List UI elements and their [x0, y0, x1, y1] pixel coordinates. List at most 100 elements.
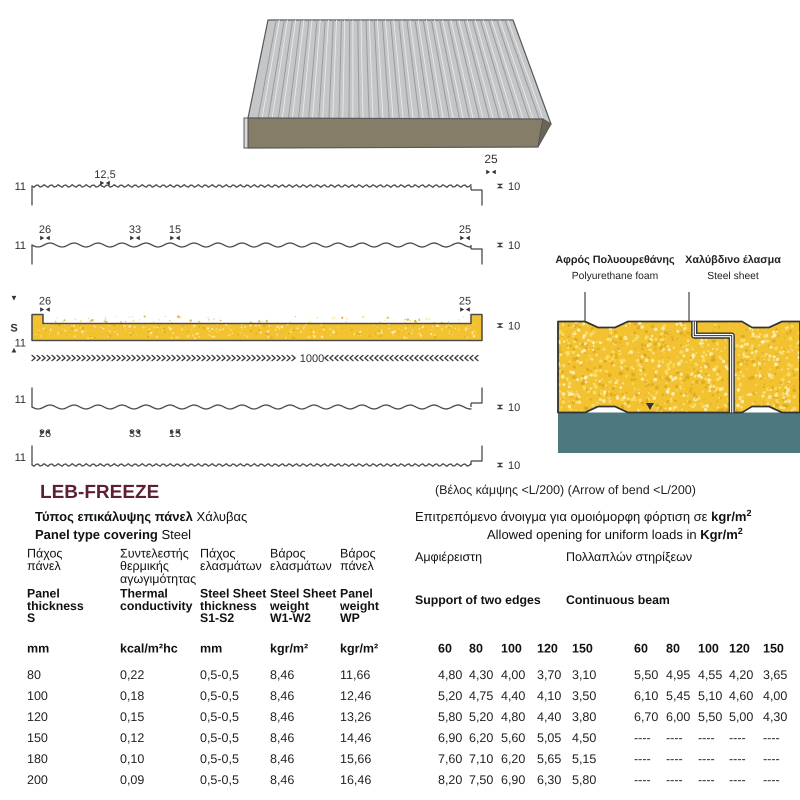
svg-text:----: ---- — [729, 752, 746, 766]
svg-text:thickness: thickness — [27, 599, 84, 613]
svg-text:8,46: 8,46 — [270, 752, 294, 766]
svg-text:7,60: 7,60 — [438, 752, 462, 766]
svg-text:4,30: 4,30 — [763, 710, 787, 724]
svg-text:14,46: 14,46 — [340, 731, 371, 745]
svg-text:100: 100 — [27, 689, 48, 703]
svg-text:13,26: 13,26 — [340, 710, 371, 724]
svg-text:0,12: 0,12 — [120, 731, 144, 745]
svg-text:200: 200 — [27, 773, 48, 787]
svg-text:4,30: 4,30 — [469, 668, 493, 682]
svg-text:6,90: 6,90 — [438, 731, 462, 745]
svg-text:S1-S2: S1-S2 — [200, 611, 234, 625]
svg-text:120: 120 — [729, 642, 750, 656]
svg-text:15,66: 15,66 — [340, 752, 371, 766]
svg-text:4,20: 4,20 — [729, 668, 753, 682]
svg-text:4,95: 4,95 — [666, 668, 690, 682]
svg-text:Αμφιέρειστη: Αμφιέρειστη — [415, 550, 482, 564]
svg-text:6,30: 6,30 — [537, 773, 561, 787]
svg-text:5,00: 5,00 — [729, 710, 753, 724]
svg-text:8,46: 8,46 — [270, 773, 294, 787]
svg-text:----: ---- — [698, 752, 715, 766]
svg-text:----: ---- — [763, 731, 780, 745]
svg-text:6,70: 6,70 — [634, 710, 658, 724]
svg-text:16,46: 16,46 — [340, 773, 371, 787]
svg-text:----: ---- — [698, 773, 715, 787]
svg-text:8,46: 8,46 — [270, 689, 294, 703]
svg-text:----: ---- — [763, 752, 780, 766]
svg-text:WP: WP — [340, 611, 360, 625]
svg-text:5,45: 5,45 — [666, 689, 690, 703]
svg-text:----: ---- — [634, 731, 651, 745]
svg-text:5,50: 5,50 — [634, 668, 658, 682]
svg-text:60: 60 — [438, 642, 452, 656]
svg-text:150: 150 — [572, 642, 593, 656]
svg-text:4,60: 4,60 — [729, 689, 753, 703]
svg-text:80: 80 — [469, 642, 483, 656]
svg-text:0,15: 0,15 — [120, 710, 144, 724]
svg-text:----: ---- — [698, 731, 715, 745]
svg-text:4,55: 4,55 — [698, 668, 722, 682]
svg-text:6,20: 6,20 — [501, 752, 525, 766]
svg-text:5,05: 5,05 — [537, 731, 561, 745]
svg-text:150: 150 — [763, 642, 784, 656]
svg-text:----: ---- — [666, 773, 683, 787]
svg-text:----: ---- — [729, 773, 746, 787]
svg-text:ελασμάτων: ελασμάτων — [200, 559, 262, 573]
svg-text:100: 100 — [698, 642, 719, 656]
svg-text:120: 120 — [27, 710, 48, 724]
svg-text:6,00: 6,00 — [666, 710, 690, 724]
svg-text:3,50: 3,50 — [572, 689, 596, 703]
svg-text:kgr/m²: kgr/m² — [340, 642, 378, 656]
svg-text:0,5-0,5: 0,5-0,5 — [200, 773, 239, 787]
svg-text:8,46: 8,46 — [270, 668, 294, 682]
svg-text:5,20: 5,20 — [438, 689, 462, 703]
svg-text:W1-W2: W1-W2 — [270, 611, 311, 625]
svg-text:mm: mm — [200, 642, 222, 656]
svg-text:4,40: 4,40 — [537, 710, 561, 724]
svg-text:kgr/m²: kgr/m² — [270, 642, 308, 656]
svg-text:80: 80 — [27, 668, 41, 682]
svg-text:Πολλαπλών στηρίξεων: Πολλαπλών στηρίξεων — [566, 550, 692, 564]
svg-text:12,46: 12,46 — [340, 689, 371, 703]
svg-text:mm: mm — [27, 642, 49, 656]
svg-text:conductivity: conductivity — [120, 599, 193, 613]
svg-text:0,5-0,5: 0,5-0,5 — [200, 731, 239, 745]
svg-text:0,5-0,5: 0,5-0,5 — [200, 710, 239, 724]
svg-text:5,60: 5,60 — [501, 731, 525, 745]
svg-text:6,20: 6,20 — [469, 731, 493, 745]
svg-text:Continuous beam: Continuous beam — [566, 593, 670, 607]
svg-text:6,10: 6,10 — [634, 689, 658, 703]
svg-text:60: 60 — [634, 642, 648, 656]
svg-text:ελασμάτων: ελασμάτων — [270, 559, 332, 573]
svg-text:7,10: 7,10 — [469, 752, 493, 766]
svg-text:5,10: 5,10 — [698, 689, 722, 703]
svg-text:4,50: 4,50 — [572, 731, 596, 745]
svg-text:----: ---- — [634, 773, 651, 787]
svg-text:kcal/m²hc: kcal/m²hc — [120, 642, 178, 656]
svg-text:0,09: 0,09 — [120, 773, 144, 787]
svg-text:8,20: 8,20 — [438, 773, 462, 787]
svg-text:3,65: 3,65 — [763, 668, 787, 682]
svg-text:S: S — [27, 611, 35, 625]
svg-text:3,80: 3,80 — [572, 710, 596, 724]
svg-text:4,10: 4,10 — [537, 689, 561, 703]
svg-text:0,18: 0,18 — [120, 689, 144, 703]
svg-text:----: ---- — [666, 731, 683, 745]
svg-text:5,80: 5,80 — [572, 773, 596, 787]
svg-text:0,5-0,5: 0,5-0,5 — [200, 689, 239, 703]
svg-text:4,80: 4,80 — [438, 668, 462, 682]
svg-text:πάνελ: πάνελ — [340, 559, 374, 573]
svg-text:5,80: 5,80 — [438, 710, 462, 724]
svg-text:100: 100 — [501, 642, 522, 656]
svg-text:8,46: 8,46 — [270, 710, 294, 724]
svg-text:4,40: 4,40 — [501, 689, 525, 703]
svg-text:Support of two edges: Support of two edges — [415, 593, 541, 607]
svg-text:4,00: 4,00 — [501, 668, 525, 682]
svg-text:----: ---- — [666, 752, 683, 766]
svg-text:80: 80 — [666, 642, 680, 656]
svg-text:11,66: 11,66 — [340, 668, 370, 682]
svg-text:8,46: 8,46 — [270, 731, 294, 745]
svg-text:4,75: 4,75 — [469, 689, 493, 703]
svg-text:αγωγιμότητας: αγωγιμότητας — [120, 572, 196, 586]
svg-text:4,80: 4,80 — [501, 710, 525, 724]
